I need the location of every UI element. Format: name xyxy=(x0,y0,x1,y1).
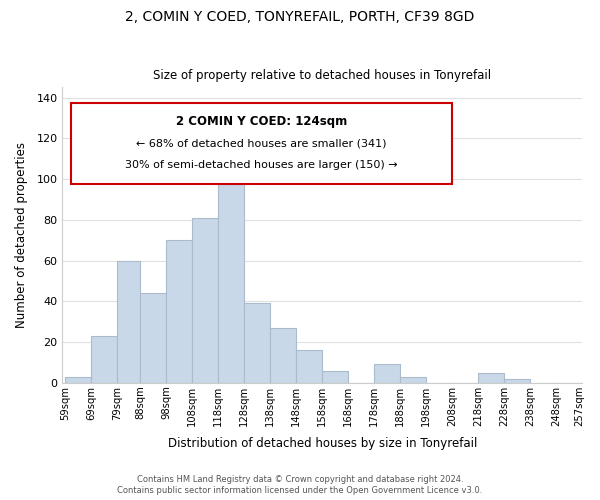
Y-axis label: Number of detached properties: Number of detached properties xyxy=(15,142,28,328)
Text: 2 COMIN Y COED: 124sqm: 2 COMIN Y COED: 124sqm xyxy=(176,116,347,128)
Bar xyxy=(65,376,91,382)
Bar xyxy=(193,218,218,382)
Bar xyxy=(400,376,427,382)
Text: Contains public sector information licensed under the Open Government Licence v3: Contains public sector information licen… xyxy=(118,486,482,495)
Text: 30% of semi-detached houses are larger (150) →: 30% of semi-detached houses are larger (… xyxy=(125,160,398,170)
X-axis label: Distribution of detached houses by size in Tonyrefail: Distribution of detached houses by size … xyxy=(167,437,477,450)
Bar xyxy=(117,260,140,382)
Bar xyxy=(218,154,244,382)
Text: Contains HM Land Registry data © Crown copyright and database right 2024.: Contains HM Land Registry data © Crown c… xyxy=(137,475,463,484)
Text: 2, COMIN Y COED, TONYREFAIL, PORTH, CF39 8GD: 2, COMIN Y COED, TONYREFAIL, PORTH, CF39… xyxy=(125,10,475,24)
Text: ← 68% of detached houses are smaller (341): ← 68% of detached houses are smaller (34… xyxy=(136,138,387,148)
Bar xyxy=(478,372,505,382)
Bar xyxy=(244,304,271,382)
Bar xyxy=(374,364,400,382)
Bar xyxy=(166,240,193,382)
Bar xyxy=(91,336,117,382)
Bar xyxy=(140,293,166,382)
Bar xyxy=(505,378,530,382)
Bar xyxy=(271,328,296,382)
Bar xyxy=(322,370,349,382)
Bar xyxy=(296,350,322,382)
Title: Size of property relative to detached houses in Tonyrefail: Size of property relative to detached ho… xyxy=(153,69,491,82)
